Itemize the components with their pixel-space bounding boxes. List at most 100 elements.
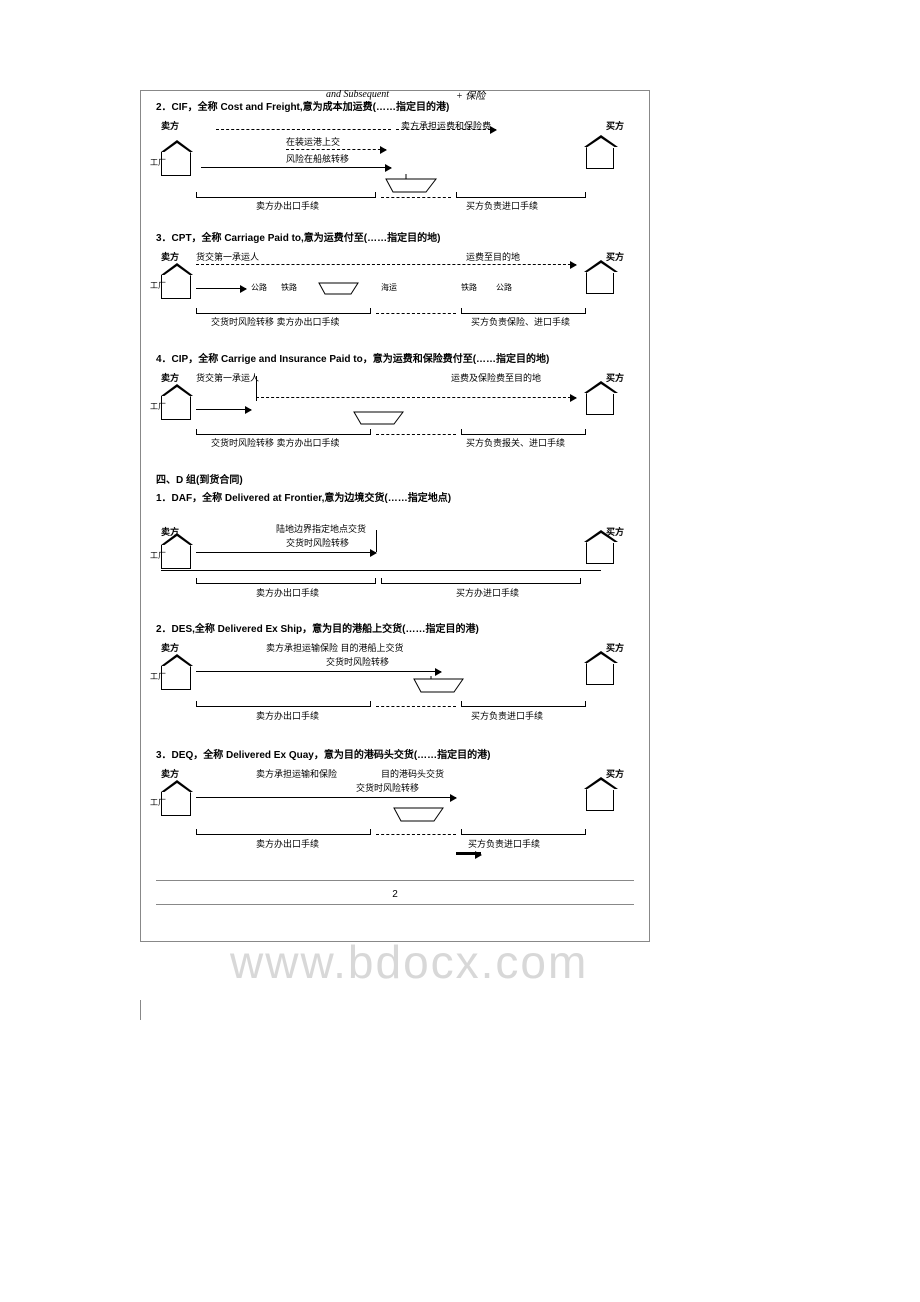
- factory-icon: 工厂: [161, 545, 191, 569]
- factory-text: 工厂: [150, 401, 166, 412]
- factory-text: 工厂: [150, 797, 166, 808]
- factory-icon: 工厂: [161, 792, 191, 816]
- bottom-arrow: [456, 852, 481, 855]
- daf-export: 卖方办出口手续: [256, 586, 319, 599]
- base-arrow: [196, 288, 246, 289]
- section-cif: and Subsequent + 保险 2．CIF，全称 Cost and Fr…: [156, 101, 634, 214]
- des-title: 2．DES,全称 Delivered Ex Ship，意为目的港船上交货(……指…: [156, 623, 634, 637]
- seller-label: 卖方: [161, 767, 179, 780]
- factory-icon: 工厂: [161, 396, 191, 420]
- factory-text: 工厂: [150, 157, 166, 168]
- handnote-2: + 保险: [456, 87, 485, 102]
- cip-diagram: 卖方 货交第一承运人 运费及保险费至目的地 买方 工厂 交货时风险转移 卖方办出…: [156, 371, 634, 456]
- daf-note1: 陆地边界指定地点交货: [276, 522, 366, 535]
- cif-title: 2．CIF，全称 Cost and Freight,意为成本加运费(……指定目的…: [156, 101, 634, 115]
- des-arrow: [196, 671, 441, 672]
- export-bracket: [196, 701, 371, 707]
- seller-label: 卖方: [161, 371, 179, 384]
- seller-label: 卖方: [161, 250, 179, 263]
- import-bracket: [381, 578, 581, 584]
- section-deq: 3．DEQ，全称 Delivered Ex Quay，意为目的港码头交货(……指…: [156, 749, 634, 862]
- export-bracket: [196, 578, 376, 584]
- house-icon: [586, 272, 614, 294]
- house-icon: [586, 147, 614, 169]
- ship-mini: [351, 409, 406, 427]
- factory-icon: 工厂: [161, 275, 191, 299]
- seller-label: 卖方: [161, 641, 179, 654]
- daf-diagram: 卖方 买方 陆地边界指定地点交货 交货时风险转移 工厂 卖方办出口手续 买方办进…: [156, 510, 634, 605]
- des-import: 买方负责进口手续: [471, 709, 543, 722]
- factory-text: 工厂: [150, 280, 166, 291]
- factory-icon: 工厂: [161, 666, 191, 690]
- factory-text: 工厂: [150, 671, 166, 682]
- daf-arrow: [196, 552, 376, 553]
- cpt-import: 买方负责保险、进口手续: [471, 315, 570, 328]
- house-icon: [586, 393, 614, 415]
- deq-title: 3．DEQ，全称 Delivered Ex Quay，意为目的港码头交货(……指…: [156, 749, 634, 763]
- deq-arrow: [196, 797, 456, 798]
- base-arrow: [196, 409, 251, 410]
- cif-diagram: 卖方 买方 卖方承担运费和保险费 在装运港上交 风险在船舷转移 工厂 卖方办出口…: [156, 119, 634, 214]
- cpt-sub: 货交第一承运人: [196, 250, 259, 263]
- des-export: 卖方办出口手续: [256, 709, 319, 722]
- corner-line: [140, 1000, 141, 1020]
- dash-arrow: [256, 397, 576, 398]
- baseline: [161, 570, 601, 571]
- deq-export: 卖方办出口手续: [256, 837, 319, 850]
- deq-note2: 目的港码头交货: [381, 767, 444, 780]
- ship-icon: [411, 676, 466, 696]
- mid-dash: [376, 434, 456, 435]
- mid-dash: [376, 706, 456, 707]
- vline: [376, 530, 377, 552]
- section-cip: 4．CIP，全称 Carrige and Insurance Paid to，意…: [156, 353, 634, 456]
- section-des: 2．DES,全称 Delivered Ex Ship，意为目的港船上交货(……指…: [156, 623, 634, 731]
- mid-dash: [381, 197, 451, 198]
- house-icon: [586, 542, 614, 564]
- cpt-diagram: 卖方 货交第一承运人 运费至目的地 买方 工厂 公路 铁路 海运 铁路 公路 交…: [156, 250, 634, 335]
- cpt-note1: 运费至目的地: [466, 250, 520, 263]
- cip-title: 4．CIP，全称 Carrige and Insurance Paid to，意…: [156, 353, 634, 367]
- dash-arrow2: [286, 149, 386, 150]
- watermark-text: www.bdocx.com: [230, 935, 588, 989]
- daf-title: 1．DAF，全称 Delivered at Frontier,意为边境交货(………: [156, 492, 634, 506]
- deq-import: 买方负责进口手续: [468, 837, 540, 850]
- cpt-title: 3．CPT，全称 Carriage Paid to,意为运费付至(……指定目的地…: [156, 232, 634, 246]
- ship-mini: [316, 280, 361, 296]
- t3: 海运: [381, 282, 397, 293]
- import-bracket: [461, 829, 586, 835]
- import-bracket: [456, 192, 586, 198]
- house-icon: [586, 663, 614, 685]
- des-diagram: 卖方 买方 卖方承担运输保险 目的港船上交货 交货时风险转移 工厂 卖方办出口手…: [156, 641, 634, 731]
- daf-import: 买方办进口手续: [456, 586, 519, 599]
- document-page: and Subsequent + 保险 2．CIF，全称 Cost and Fr…: [140, 90, 650, 942]
- import-bracket: [461, 701, 586, 707]
- mid-dash: [376, 834, 456, 835]
- import-bracket: [461, 429, 586, 435]
- mid-dash: [376, 313, 456, 314]
- solid-arrow: [201, 167, 391, 168]
- buyer-label: 买方: [606, 119, 624, 132]
- cif-export: 卖方办出口手续: [256, 199, 319, 212]
- deq-note1: 卖方承担运输和保险: [256, 767, 337, 780]
- deq-diagram: 卖方 买方 卖方承担运输和保险 目的港码头交货 交货时风险转移 工厂 卖方办出口…: [156, 767, 634, 862]
- footer-rule: [156, 880, 634, 881]
- export-bracket: [196, 308, 371, 314]
- cip-export: 交货时风险转移 卖方办出口手续: [211, 436, 340, 449]
- cif-note2: 在装运港上交: [286, 135, 340, 148]
- cip-note1: 运费及保险费至目的地: [451, 371, 541, 384]
- house-icon: [586, 789, 614, 811]
- factory-icon: 工厂: [161, 152, 191, 176]
- deq-note3: 交货时风险转移: [356, 781, 419, 794]
- t5: 公路: [496, 282, 512, 293]
- group-d-header: 四、D 组(到货合同): [156, 474, 634, 488]
- page-number: 2: [156, 889, 634, 900]
- cif-note1: 卖方承担运费和保险费: [401, 119, 491, 132]
- export-bracket: [196, 429, 371, 435]
- seller-label: 卖方: [161, 119, 179, 132]
- section-cpt: 3．CPT，全称 Carriage Paid to,意为运费付至(……指定目的地…: [156, 232, 634, 335]
- dash-line: [216, 129, 391, 130]
- cif-import: 买方负责进口手续: [466, 199, 538, 212]
- import-bracket: [461, 308, 586, 314]
- section-daf: 1．DAF，全称 Delivered at Frontier,意为边境交货(………: [156, 492, 634, 605]
- dash-arrow: [196, 264, 576, 265]
